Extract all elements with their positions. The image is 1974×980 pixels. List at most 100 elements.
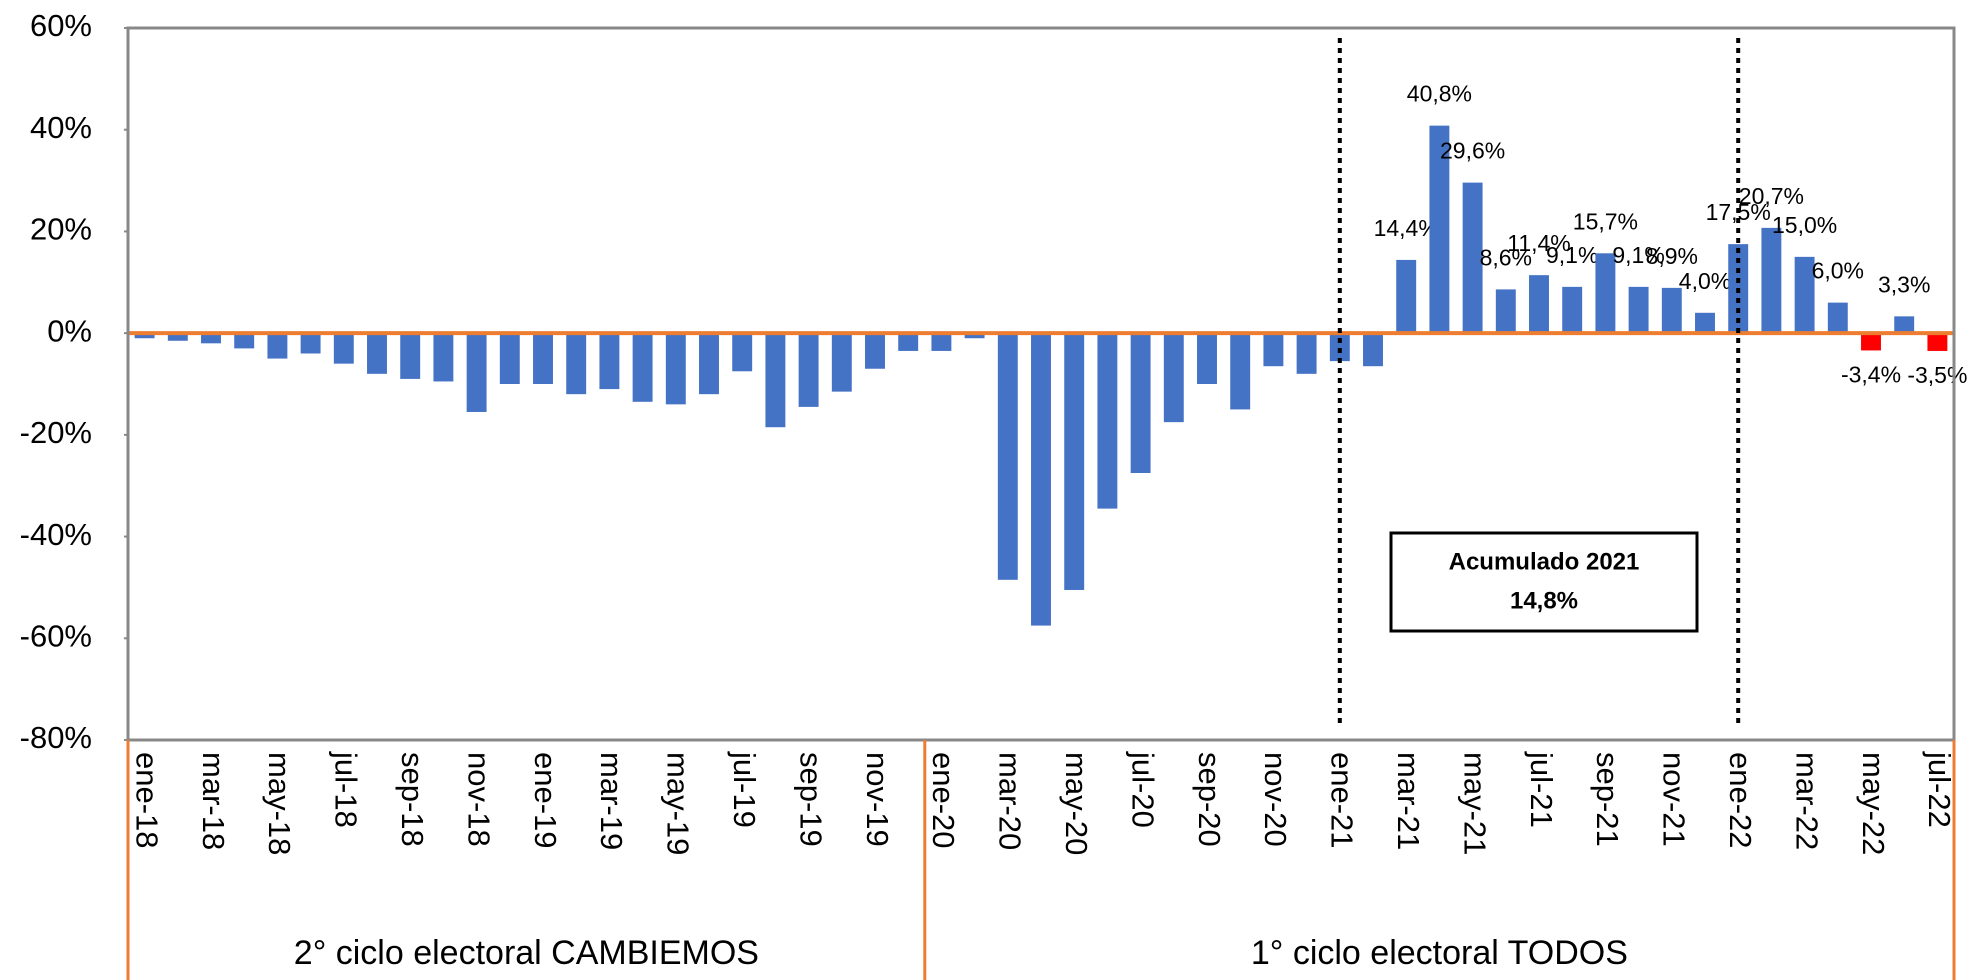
data-label: -3,4% — [1841, 362, 1901, 388]
bar — [1562, 286, 1583, 334]
bar — [1230, 333, 1251, 410]
x-tick-label: jul-18 — [329, 751, 364, 828]
data-label: 3,3% — [1878, 271, 1930, 297]
data-label: 15,0% — [1772, 212, 1837, 238]
data-label: 8,6% — [1480, 244, 1532, 270]
bar — [300, 333, 321, 354]
x-tick-label: sep-21 — [1590, 752, 1625, 847]
bar — [931, 333, 952, 351]
bar — [167, 333, 188, 341]
bar — [1894, 316, 1915, 334]
bar — [1064, 333, 1085, 590]
x-tick-label: sep-20 — [1192, 752, 1227, 847]
data-label: 6,0% — [1812, 258, 1864, 284]
x-tick-label: nov-19 — [860, 752, 895, 847]
x-tick-label: may-21 — [1457, 752, 1492, 855]
bar — [831, 333, 852, 392]
x-tick-label: nov-18 — [461, 752, 496, 847]
bar — [1495, 289, 1516, 334]
data-label: 29,6% — [1440, 138, 1505, 164]
bar — [1130, 333, 1151, 473]
period-label: 2° ciclo electoral CAMBIEMOS — [294, 934, 759, 972]
bar — [964, 333, 985, 339]
data-label: 20,7% — [1739, 183, 1804, 209]
y-tick-label: -40% — [20, 517, 92, 552]
bar — [1163, 333, 1184, 423]
bar — [732, 333, 753, 372]
x-tick-label: nov-20 — [1258, 752, 1293, 847]
y-tick-label: 0% — [47, 313, 92, 348]
bar — [1761, 227, 1782, 334]
annotation-box — [1389, 531, 1699, 633]
bar — [1462, 182, 1483, 334]
bar — [499, 333, 520, 384]
x-tick-label: may-22 — [1856, 752, 1891, 855]
bar — [632, 333, 653, 402]
bar — [400, 333, 421, 379]
bar — [865, 333, 885, 369]
bar — [234, 333, 255, 349]
bar — [765, 333, 786, 428]
x-tick-label: mar-18 — [196, 752, 231, 850]
bar — [134, 333, 155, 339]
x-tick-label: ene-19 — [528, 752, 563, 849]
x-tick-label: jul-20 — [1125, 751, 1160, 828]
data-label: 14,4% — [1374, 215, 1439, 241]
x-tick-label: ene-20 — [926, 752, 961, 849]
x-tick-label: may-18 — [262, 752, 297, 855]
bar — [267, 333, 288, 359]
bar — [1429, 125, 1450, 334]
bar — [466, 333, 487, 412]
bar — [898, 333, 919, 351]
data-label: 11,4% — [1507, 230, 1571, 256]
bar — [1097, 333, 1118, 509]
bar — [1031, 333, 1051, 626]
y-tick-label: 20% — [30, 212, 92, 247]
x-tick-label: may-20 — [1059, 752, 1094, 855]
bar — [1396, 259, 1417, 334]
x-tick-label: mar-20 — [993, 752, 1028, 850]
bar — [1197, 333, 1217, 384]
data-label: 9,1% — [1546, 242, 1598, 268]
bar — [533, 333, 553, 384]
bar — [1695, 312, 1715, 334]
y-tick-label: -20% — [20, 415, 92, 450]
x-tick-label: nov-21 — [1657, 752, 1692, 847]
x-tick-label: ene-22 — [1723, 752, 1758, 849]
bar — [1529, 275, 1549, 334]
data-label: 8,9% — [1646, 243, 1698, 269]
y-tick-label: 60% — [30, 8, 92, 43]
x-tick-label: ene-21 — [1325, 752, 1360, 849]
bar — [201, 333, 221, 344]
x-tick-label: mar-22 — [1789, 752, 1824, 850]
data-label: -3,5% — [1907, 362, 1967, 388]
x-tick-label: may-19 — [661, 752, 696, 855]
bar — [566, 333, 587, 395]
x-tick-label: sep-18 — [395, 752, 430, 847]
x-tick-label: jul-22 — [1922, 751, 1957, 828]
bar — [1329, 333, 1350, 362]
bar — [1595, 253, 1616, 334]
bar — [1628, 286, 1649, 334]
annotation-text: Acumulado 2021 — [1449, 548, 1640, 575]
data-label: 40,8% — [1407, 81, 1472, 107]
x-tick-label: jul-21 — [1524, 751, 1559, 828]
bar — [1363, 333, 1383, 367]
x-tick-label: mar-21 — [1391, 752, 1426, 850]
bar — [333, 333, 354, 364]
y-tick-label: 40% — [30, 110, 92, 145]
x-tick-label: mar-19 — [594, 752, 629, 850]
bar — [1861, 333, 1881, 351]
data-label: 9,1% — [1612, 242, 1664, 268]
y-tick-label: -60% — [20, 618, 92, 653]
y-tick-label: -80% — [20, 720, 92, 755]
x-tick-label: jul-19 — [727, 751, 762, 828]
bar — [1927, 333, 1948, 351]
bar — [699, 333, 719, 395]
bar — [1296, 333, 1317, 374]
bar — [599, 333, 620, 390]
bar — [1263, 333, 1284, 367]
bar — [367, 333, 387, 374]
bar — [1794, 256, 1815, 334]
data-label: 15,7% — [1573, 208, 1638, 234]
